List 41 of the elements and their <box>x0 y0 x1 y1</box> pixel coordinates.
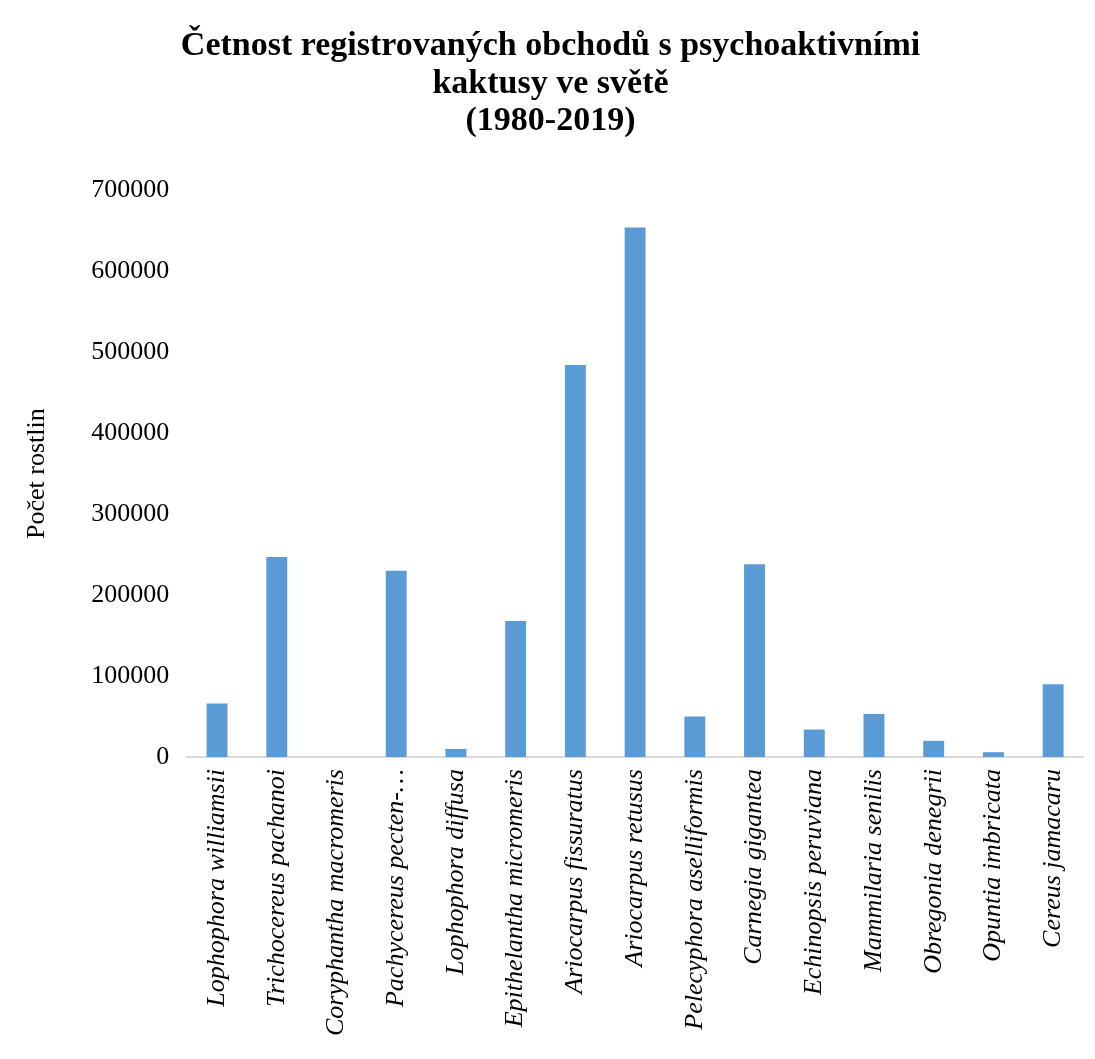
x-tick-label: Pelecyphora aselliformis <box>678 769 708 1031</box>
x-tick-label: Ariocarpus retusus <box>618 769 648 969</box>
x-tick-label: Epithelantha micromeris <box>499 769 529 1029</box>
bar <box>445 748 467 758</box>
y-tick-label: 400000 <box>91 416 170 446</box>
y-tick-label: 700000 <box>91 174 170 204</box>
bar <box>684 716 706 758</box>
x-tick-label: Carnegia gigantea <box>738 769 768 965</box>
bar <box>1042 684 1064 758</box>
text: kaktusy ve světě <box>432 62 669 100</box>
x-tick-label: Trichocereus pachanoi <box>260 769 290 1008</box>
x-tick-label: Lophophora diffusa <box>439 769 469 976</box>
bar <box>863 714 885 758</box>
y-tick-label: 500000 <box>91 335 170 365</box>
bar <box>266 557 288 758</box>
x-tick-label: Mammilaria senilis <box>857 769 887 973</box>
bar <box>982 752 1004 758</box>
text: (1980-2019) <box>465 100 636 138</box>
bar <box>624 227 646 758</box>
x-tick-label: Coryphantha macromeris <box>320 769 350 1037</box>
bar <box>803 729 825 758</box>
y-axis-title: Počet rostlin <box>21 408 51 539</box>
x-tick-label: Pachycereus pecten-… <box>380 769 410 1009</box>
y-tick-label: 600000 <box>91 255 170 284</box>
x-tick-label: Lophophora williamsii <box>200 769 230 1008</box>
y-tick-label: 100000 <box>91 659 170 689</box>
bar <box>744 564 765 758</box>
y-tick-label: 0 <box>156 740 170 770</box>
bar <box>385 570 407 758</box>
x-tick-label: Opuntia imbricata <box>977 769 1007 962</box>
text: Četnost registrovaných obchodů s psychoaktivními <box>180 25 921 63</box>
bar <box>564 365 586 758</box>
x-tick-label: Echinopsis peruviana <box>798 769 828 997</box>
y-tick-label: 200000 <box>91 578 170 608</box>
bar <box>505 620 527 758</box>
y-tick-label: 300000 <box>91 497 170 527</box>
bar <box>206 703 228 758</box>
x-tick-label: Ariocarpus fissuratus <box>559 769 589 996</box>
x-tick-label: Cereus jamacaru <box>1036 769 1066 948</box>
bar <box>923 740 945 758</box>
x-tick-label: Obregonia denegrii <box>917 769 947 974</box>
